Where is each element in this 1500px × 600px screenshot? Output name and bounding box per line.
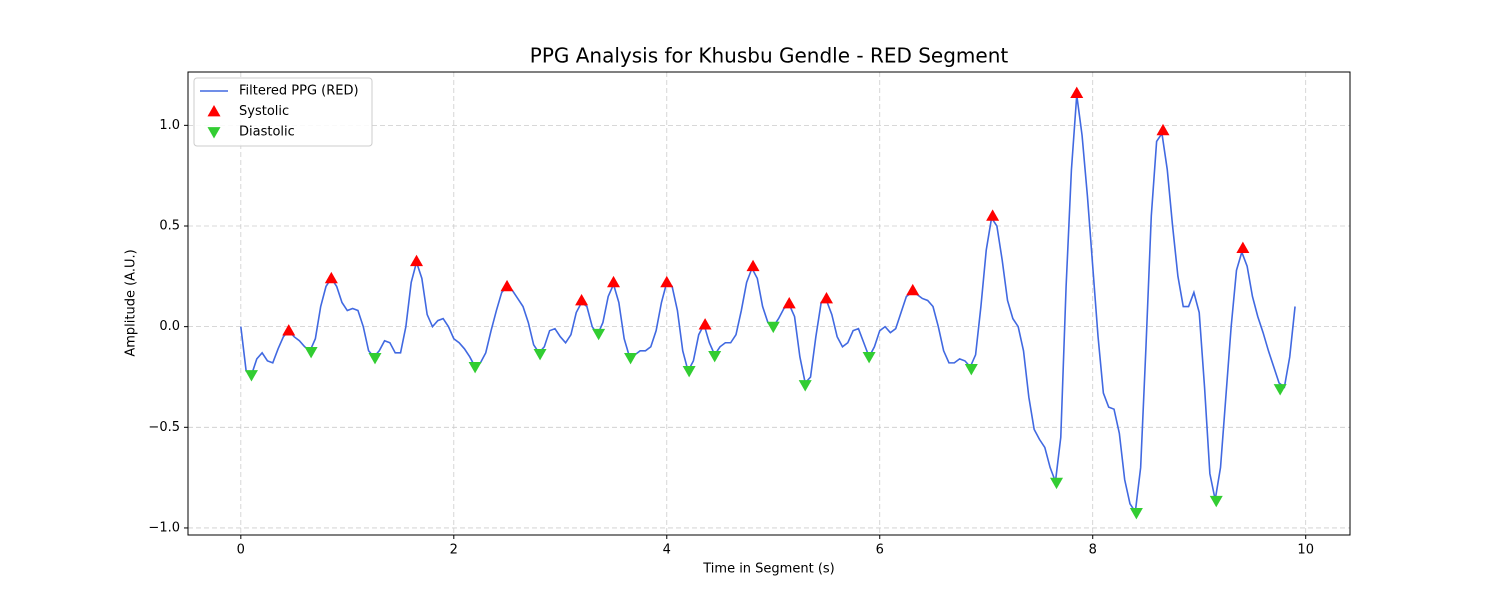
y-tick-label: 0.5 (159, 218, 180, 233)
peak-marker (1209, 495, 1223, 508)
peak-marker (986, 209, 1000, 221)
legend: Filtered PPG (RED) Systolic Diastolic (193, 77, 373, 147)
grid (188, 72, 1350, 535)
y-tick-label: 1.0 (159, 118, 180, 133)
y-axis-label: Amplitude (A.U.) (124, 249, 139, 356)
legend-box (193, 77, 373, 147)
legend-label: Diastolic (239, 125, 295, 140)
x-tick-label: 0 (237, 543, 245, 558)
peak-marker (906, 283, 920, 296)
peak-marker (500, 279, 514, 292)
y-tick-label: −0.5 (148, 420, 180, 435)
legend-label: Filtered PPG (RED) (239, 84, 359, 99)
peak-marker (1236, 241, 1250, 254)
peak-marker (708, 350, 722, 363)
peak-marker (304, 346, 318, 359)
peak-marker (1070, 86, 1084, 99)
peak-marker (1156, 123, 1170, 136)
legend-label: Systolic (239, 104, 289, 119)
legend-swatch (207, 105, 221, 117)
peak-marker (607, 275, 621, 288)
peak-marker (244, 370, 258, 382)
peak-marker (1273, 384, 1287, 396)
legend-swatch (207, 127, 221, 139)
axes-frame (187, 71, 1351, 536)
peak-marker (282, 324, 296, 336)
peak-marker (782, 297, 796, 309)
peak-marker (592, 328, 606, 341)
x-tick-label: 10 (1297, 543, 1314, 558)
y-tick-label: 0.0 (159, 319, 180, 334)
peak-marker (1129, 507, 1143, 520)
peak-marker (798, 380, 812, 392)
x-axis-label: Time in Segment (s) (702, 562, 834, 577)
peak-marker (766, 321, 780, 334)
peak-marker (324, 271, 338, 284)
x-tick-label: 8 (1089, 543, 1097, 558)
peak-marker (682, 366, 696, 378)
peak-marker (660, 275, 674, 288)
y-tick-label: −1.0 (148, 520, 180, 535)
peak-marker (410, 254, 424, 267)
peak-marker (1050, 477, 1064, 490)
x-tick-label: 6 (876, 543, 884, 558)
plot (240, 86, 1296, 520)
peak-marker (820, 291, 834, 304)
x-tick-label: 4 (663, 543, 671, 558)
peak-marker (468, 362, 482, 374)
chart-title: PPG Analysis for Khusbu Gendle - RED Seg… (530, 44, 1009, 68)
peak-marker (624, 352, 638, 365)
peak-marker (533, 348, 547, 361)
peak-marker (575, 293, 589, 306)
peak-marker (862, 351, 876, 364)
peak-marker (698, 318, 712, 330)
peak-marker (368, 352, 382, 365)
x-tick-label: 2 (450, 543, 458, 558)
peak-marker (964, 364, 978, 376)
peak-marker (746, 259, 760, 272)
